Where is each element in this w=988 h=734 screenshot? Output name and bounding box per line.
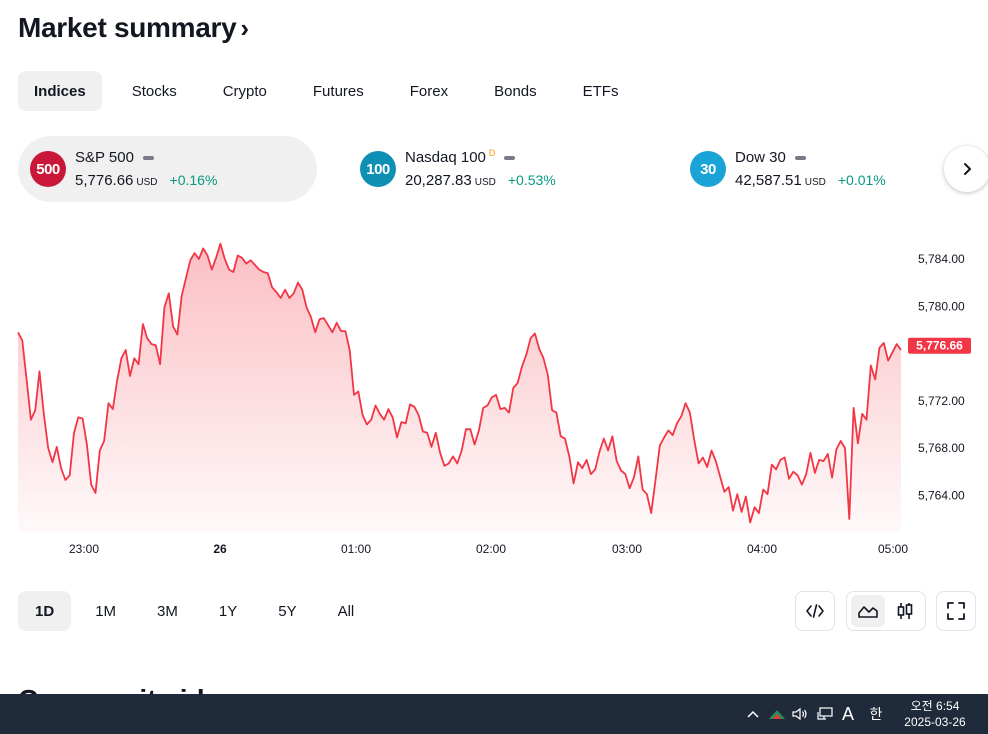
tab-forex[interactable]: Forex: [409, 82, 449, 100]
code-icon: [806, 604, 824, 618]
symbol-name: Dow 30: [735, 149, 786, 166]
symbol-price: 20,287.83: [405, 172, 472, 189]
range-selector: 1D 1M 3M 1Y 5Y All: [18, 591, 378, 631]
price-area-fill: [18, 243, 901, 532]
symbol-name: Nasdaq 100: [405, 149, 486, 166]
tab-crypto[interactable]: Crypto: [222, 82, 267, 100]
y-tick-label: 5,764.00: [918, 488, 965, 502]
clock-time: 오전 6:54: [910, 699, 960, 713]
range-all[interactable]: All: [337, 602, 355, 620]
tab-indices[interactable]: Indices: [18, 71, 102, 111]
chevron-up-icon[interactable]: [741, 694, 765, 734]
symbol-logo: 500: [30, 151, 66, 187]
speaker-icon[interactable]: [789, 694, 811, 734]
market-closed-icon: [142, 155, 154, 160]
ime-hangul-indicator[interactable]: 한: [869, 706, 883, 722]
clock-date: 2025-03-26: [904, 715, 966, 729]
candles-icon: [897, 603, 913, 619]
last-price-marker: [908, 337, 971, 354]
embed-button[interactable]: [795, 591, 835, 631]
tab-futures[interactable]: Futures: [312, 82, 364, 100]
y-tick-label: 5,772.00: [918, 394, 965, 408]
price-series-line: [17, 242, 902, 524]
page-title-label: Market summary: [18, 12, 237, 43]
network-icon[interactable]: [813, 694, 837, 734]
symbol-change: +0.16%: [169, 172, 218, 188]
x-tick-label: 26: [213, 542, 227, 556]
tray-app-icon[interactable]: [765, 694, 789, 734]
range-1m[interactable]: 1M: [95, 602, 117, 620]
chart-style-toggle: [846, 591, 926, 631]
tab-stocks[interactable]: Stocks: [131, 82, 177, 100]
area-chart-icon: [858, 606, 878, 618]
range-1y[interactable]: 1Y: [218, 602, 238, 620]
page-title[interactable]: Market summary ›: [18, 12, 249, 44]
carousel-next-button[interactable]: [944, 146, 988, 192]
taskbar-clock[interactable]: 오전 6:54 2025-03-26: [898, 698, 972, 730]
fullscreen-button[interactable]: [936, 591, 976, 631]
symbol-card-dow30[interactable]: 30 Dow 30 42,587.51 USD +0.01%: [678, 136, 900, 202]
tab-bonds[interactable]: Bonds: [494, 82, 537, 100]
x-tick-label: 02:00: [476, 542, 506, 556]
windows-taskbar: A 한 오전 6:54 2025-03-26: [0, 694, 988, 734]
x-tick-label: 04:00: [747, 542, 777, 556]
symbol-logo: 30: [690, 151, 726, 187]
symbol-change: +0.53%: [507, 172, 556, 188]
last-price-label: 5,776.66: [916, 339, 963, 353]
symbol-currency: USD: [804, 177, 826, 188]
x-tick-label: 01:00: [341, 542, 371, 556]
market-tabs: Indices Stocks Crypto Futures Forex Bond…: [18, 71, 648, 111]
range-5y[interactable]: 5Y: [278, 602, 297, 620]
line-style-button[interactable]: [851, 595, 885, 627]
symbol-card-sp500[interactable]: 500 S&P 500 5,776.66 USD +0.16%: [18, 136, 317, 202]
symbol-change: +0.01%: [837, 172, 886, 188]
chevron-right-icon: ›: [240, 13, 249, 43]
y-tick-label: 5,780.00: [918, 299, 965, 313]
symbol-card-nasdaq100[interactable]: 100 Nasdaq 100 D 20,287.83 USD +0.53%: [348, 136, 570, 202]
candle-style-button[interactable]: [888, 595, 922, 627]
y-tick-label: 5,784.00: [918, 252, 965, 266]
tab-etfs[interactable]: ETFs: [582, 82, 619, 100]
symbol-price: 42,587.51: [735, 172, 802, 189]
x-tick-label: 03:00: [612, 542, 642, 556]
symbol-name: S&P 500: [75, 149, 134, 166]
market-closed-icon: [794, 155, 806, 160]
range-3m[interactable]: 3M: [157, 602, 178, 620]
delayed-data-badge: D: [488, 147, 496, 158]
symbol-currency: USD: [474, 177, 496, 188]
price-chart[interactable]: 5,784.00 5,780.00 5,772.00 5,768.00 5,764.00…: [0, 220, 988, 565]
chevron-right-icon: [964, 163, 971, 175]
symbol-price: 5,776.66: [75, 172, 134, 189]
symbol-logo: 100: [360, 151, 396, 187]
price-chart-svg: 5,784.00 5,780.00 5,772.00 5,768.00 5,764.00…: [17, 242, 971, 556]
ime-mode-indicator[interactable]: A: [841, 703, 854, 724]
y-tick-label: 5,768.00: [918, 441, 965, 455]
symbol-currency: USD: [136, 177, 158, 188]
symbol-carousel: 500 S&P 500 5,776.66 USD +0.16% 100 Nasdaq…: [18, 136, 988, 202]
market-closed-icon: [504, 155, 516, 160]
x-tick-label: 23:00: [69, 542, 99, 556]
range-1d[interactable]: 1D: [18, 591, 72, 631]
fullscreen-icon: [947, 602, 965, 620]
x-tick-label: 05:00: [878, 542, 908, 556]
